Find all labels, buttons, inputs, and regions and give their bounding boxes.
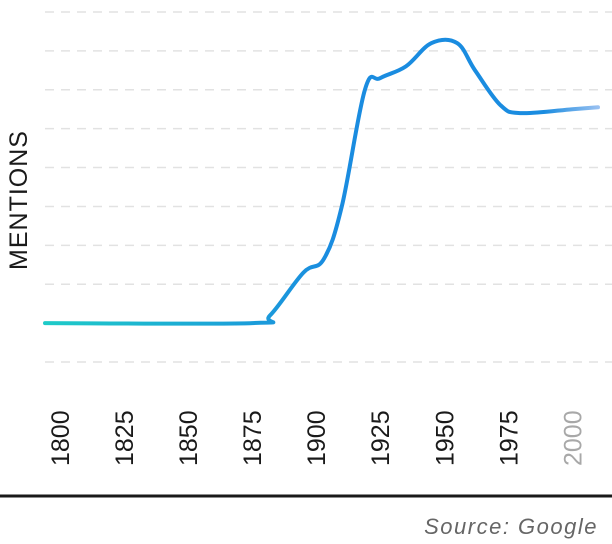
- x-tick-label: 2000: [559, 410, 587, 466]
- grid-lines: [45, 11, 612, 363]
- source-credit: Source: Google: [424, 514, 598, 539]
- x-tick-label: 1900: [303, 410, 331, 466]
- x-tick-label: 1975: [495, 410, 523, 466]
- x-tick-label: 1800: [47, 410, 75, 466]
- x-tick-label: 1825: [111, 410, 139, 466]
- x-tick-label: 1875: [239, 410, 267, 466]
- x-tick-label: 1925: [367, 410, 395, 466]
- y-axis-label: MENTIONS: [5, 130, 33, 270]
- mentions-series-line: [43, 37, 600, 326]
- x-tick-label: 1950: [431, 410, 459, 466]
- x-tick-label: 1850: [175, 410, 203, 466]
- plot-area: [43, 37, 600, 326]
- x-axis-ticks: 1800 1825 1850 1875 1900 1925 1950 1975 2000: [47, 410, 587, 466]
